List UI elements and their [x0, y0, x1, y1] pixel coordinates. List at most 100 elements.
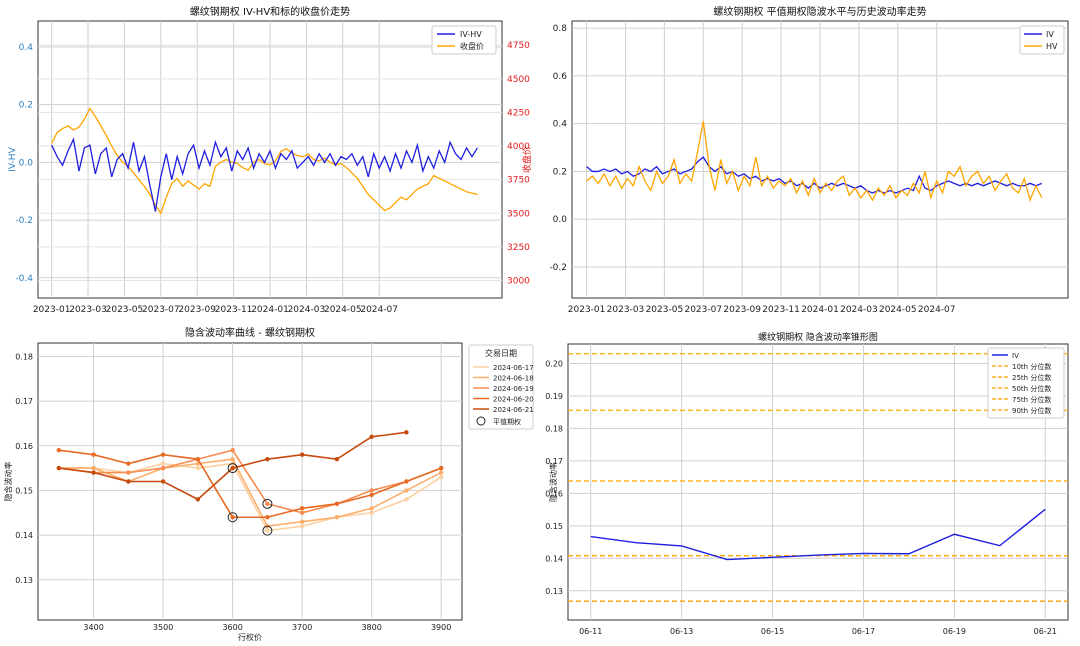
chart-3-ytick-0: 0.18	[15, 352, 33, 361]
chart-3-point-2024-06-17-10	[404, 497, 409, 502]
chart-3-xtick-2: 3600	[222, 623, 242, 632]
chart-2-xtick-8: 2024-05	[879, 305, 917, 315]
chart-3-xtick-0: 3400	[83, 623, 103, 632]
chart-3-point-2024-06-20-11	[438, 465, 444, 471]
chart-1-ytick-4: -0.4	[15, 274, 33, 284]
chart-3-point-2024-06-19-3	[160, 465, 166, 471]
chart-3-point-2024-06-19-9	[369, 488, 374, 493]
chart-4-ytick-5: 0.15	[545, 522, 563, 531]
chart-3-point-2024-06-18-5	[230, 456, 235, 462]
chart-3-ytick-5: 0.13	[15, 576, 33, 585]
chart-4-ytick-3: 0.17	[545, 457, 563, 466]
chart-1-ytick2-5: 3500	[507, 209, 530, 219]
chart-3-legend-label-3: 2024-06-20	[493, 396, 534, 404]
chart-4-xtick-3: 06-17	[852, 627, 875, 636]
chart-4-xtick-1: 06-13	[670, 627, 693, 636]
chart-3-atm-marker-3	[262, 525, 273, 536]
chart-3-point-2024-06-20-10	[404, 479, 409, 484]
chart-4-legend-label-1: 10th 分位数	[1012, 362, 1051, 371]
chart-1-ytick2-4: 3750	[507, 176, 530, 186]
chart-3-point-2024-06-20-5	[230, 515, 235, 520]
chart-1-legend: IV-HV 收盘价	[431, 25, 497, 55]
chart-4-ytick-6: 0.14	[545, 554, 563, 563]
chart-3-legend-label-2: 2024-06-19	[493, 385, 534, 393]
chart-3-point-2024-06-17-4	[195, 465, 201, 471]
chart-1-ytick2-7: 3000	[507, 277, 530, 287]
chart-1-xtick-8: 2024-05	[324, 305, 362, 315]
chart-2-xtick-5: 2023-11	[762, 305, 800, 315]
chart-3-point-2024-06-21-8	[334, 456, 340, 462]
chart-3-point-2024-06-19-2	[126, 470, 131, 475]
chart-3-legend-title: 交易日期	[485, 348, 517, 358]
chart-3-ytick-2: 0.16	[15, 442, 33, 451]
chart-1-ylabel2: 收盘价	[521, 146, 533, 173]
chart-3-point-2024-06-18-11	[438, 470, 444, 475]
chart-4-frame	[567, 343, 1069, 621]
chart-1-xtick-1: 2023-03	[69, 305, 107, 315]
chart-1-ytick2-1: 4500	[507, 75, 530, 85]
chart-3-ytick-4: 0.14	[15, 531, 33, 540]
chart-1-xtick-5: 2023-11	[215, 305, 253, 315]
chart-1-xtick-3: 2023-07	[142, 305, 180, 315]
chart-3-point-2024-06-19-5	[230, 448, 235, 453]
chart-2-xtick-7: 2024-03	[840, 305, 878, 315]
chart-1-ytick2-2: 4250	[507, 108, 530, 118]
chart-1-ytick-1: 0.2	[19, 101, 33, 111]
chart-4-xtick-4: 06-19	[943, 627, 966, 636]
chart-1-legend-label-1: 收盘价	[460, 41, 484, 51]
chart-4-legend-label-0: IV	[1012, 352, 1019, 360]
chart-1-title: 螺纹钢期权 IV-HV和标的收盘价走势	[190, 5, 350, 18]
chart-2-ytick-3: 0.2	[553, 167, 567, 177]
chart-3-point-2024-06-19-7	[299, 510, 305, 515]
chart-3-point-2024-06-17-11	[438, 474, 444, 480]
chart-3-point-2024-06-21-0	[56, 465, 62, 471]
chart-2-xtick-4: 2023-09	[723, 305, 761, 315]
chart-3-point-2024-06-20-0	[56, 448, 62, 453]
chart-1-ivhv-line	[51, 137, 478, 212]
chart-1-xtick-2: 2023-05	[106, 305, 144, 315]
chart-3-point-2024-06-21-10	[404, 430, 409, 435]
chart-3-point-2024-06-20-8	[334, 501, 340, 507]
chart-3-legend-label-0: 2024-06-17	[493, 364, 534, 372]
chart-3-line-2024-06-20	[58, 449, 442, 519]
chart-4-ytick-1: 0.19	[545, 392, 563, 401]
chart-3-legend: 交易日期 2024-06-17 2024-06-18 2024-06-19 2024-0…	[468, 344, 534, 430]
chart-3-legend-atm-label: 平值期权	[493, 417, 521, 426]
chart-2-legend-label-1: HV	[1046, 42, 1058, 51]
chart-3-point-2024-06-19-6	[265, 501, 270, 507]
chart-3-atm-marker-2	[262, 498, 273, 509]
chart-3-point-2024-06-20-4	[195, 456, 201, 462]
chart-3-point-2024-06-17-7	[299, 523, 305, 529]
chart-3: 3400 3500 3600 3700 3800 3900 0.18 0.17 0.16 0.15…	[3, 326, 534, 642]
chart-3-legend-label-4: 2024-06-21	[493, 406, 534, 414]
chart-2-legend-box	[1019, 25, 1065, 55]
chart-3-ylabel: 隐含波动率	[3, 462, 13, 502]
chart-1-xtick-0: 2023-01	[33, 305, 71, 315]
chart-2-xtick-3: 2023-07	[684, 305, 722, 315]
chart-3-point-2024-06-18-1	[91, 465, 96, 471]
chart-1-ylabel: IV-HV	[8, 146, 18, 171]
chart-4-legend-label-4: 75th 分位数	[1012, 395, 1051, 404]
chart-1-xtick-6: 2024-01	[251, 305, 289, 315]
chart-2-hv-line	[586, 121, 1043, 203]
chart-4-xtick-2: 06-15	[761, 627, 784, 636]
chart-2-xtick-6: 2024-01	[801, 305, 839, 315]
chart-4: 06-11 06-13 06-15 06-17 06-19 06-21 0.20 0.19 0.…	[545, 331, 1069, 636]
chart-3-xtick-3: 3700	[292, 623, 312, 632]
chart-1-ytick-0: 0.4	[19, 43, 34, 53]
chart-3-title: 隐含波动率曲线 - 螺纹钢期权	[185, 326, 315, 339]
chart-4-legend-label-3: 50th 分位数	[1012, 384, 1051, 393]
chart-3-xtick-5: 3900	[431, 623, 451, 632]
chart-3-point-2024-06-21-2	[126, 479, 131, 484]
chart-2-ytick-5: -0.2	[549, 263, 567, 273]
chart-3-atm-marker-1	[227, 512, 238, 523]
chart-3-point-2024-06-17-9	[369, 510, 374, 515]
chart-3-point-2024-06-21-3	[160, 479, 166, 484]
chart-3-atm-marker-0	[227, 463, 238, 474]
chart-4-legend: IV 10th 分位数 25th 分位数 50th 分位数 75th 分位数 90th 分…	[987, 347, 1065, 419]
chart-1-legend-label-0: IV-HV	[460, 30, 482, 39]
chart-3-point-2024-06-17-3	[160, 461, 166, 466]
chart-4-ylabel: 隐含波动率	[548, 462, 558, 502]
chart-4-iv-line	[590, 508, 1046, 561]
